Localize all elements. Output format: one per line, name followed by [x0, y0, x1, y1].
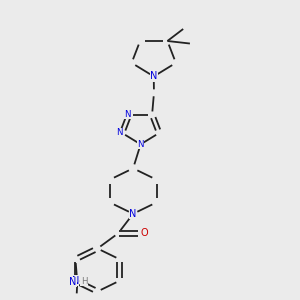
Text: O: O	[141, 228, 148, 239]
Text: N: N	[124, 110, 130, 119]
Text: H: H	[81, 277, 87, 286]
Text: N: N	[150, 71, 158, 81]
Text: N: N	[72, 276, 79, 286]
Text: N: N	[116, 128, 122, 137]
Text: N: N	[129, 209, 137, 219]
Text: N: N	[137, 140, 144, 149]
Text: N: N	[69, 277, 76, 287]
